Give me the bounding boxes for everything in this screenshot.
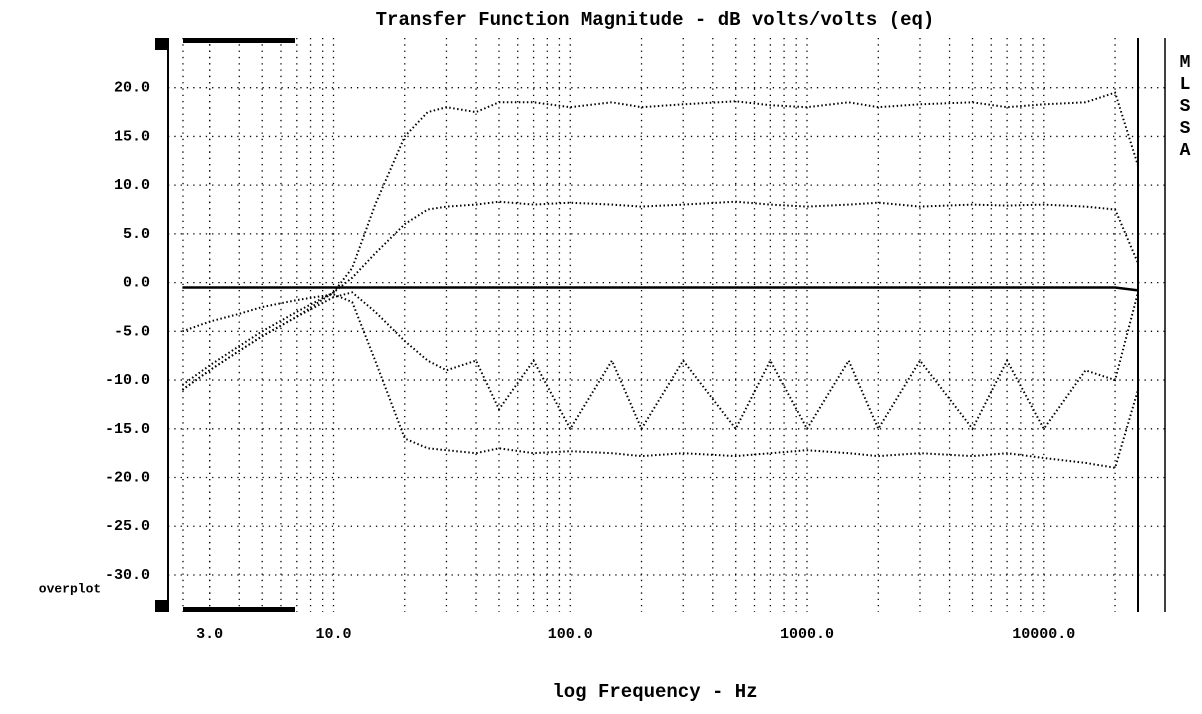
x-tick-label: 3.0 [196,626,223,643]
y-tick-label: -30.0 [105,567,150,584]
series-line [182,286,1139,292]
frame [155,38,1166,612]
chart-title: Transfer Function Magnitude - dB volts/v… [376,9,935,31]
y-tick-label: -20.0 [105,469,150,486]
x-tick-label: 100.0 [548,626,593,643]
y-tick-label: -15.0 [105,421,150,438]
x-tick-label: 10.0 [315,626,351,643]
series-line [182,293,1139,469]
corner-label: overplot [39,581,101,596]
corner-marker [155,600,167,612]
y-tick-label: -5.0 [114,323,150,340]
corner-marker [155,38,167,50]
y-tick-label: -25.0 [105,518,150,535]
y-tick-label: 20.0 [114,80,150,97]
x-tick-label: 10000.0 [1012,626,1075,643]
x-tick-label: 1000.0 [780,626,834,643]
x-axis-label: log Frequency - Hz [552,681,757,703]
y-tick-label: 15.0 [114,128,150,145]
series-line [181,291,1139,431]
scroll-bar [183,38,295,43]
y-tick-label: 5.0 [123,226,150,243]
scroll-bar [183,607,295,612]
y-tick-label: -10.0 [105,372,150,389]
y-tick-label: 10.0 [114,177,150,194]
y-tick-label: 0.0 [123,275,150,292]
series-line [181,91,1139,391]
